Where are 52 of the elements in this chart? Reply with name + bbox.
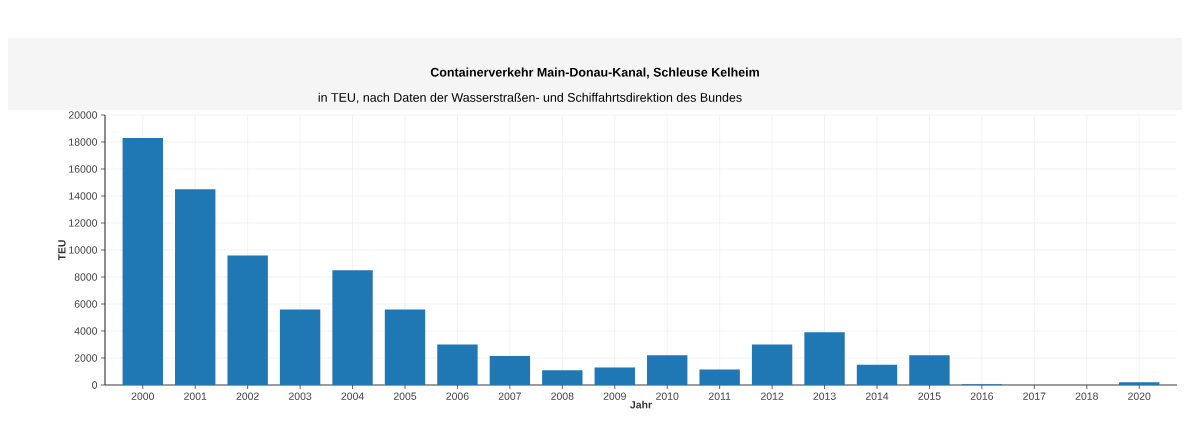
bar xyxy=(384,309,426,385)
y-tick-label: 16000 xyxy=(69,165,98,173)
y-tick-label: 14000 xyxy=(69,192,98,200)
y-tick-label: 10000 xyxy=(69,246,98,254)
bar xyxy=(227,255,268,385)
y-tick-label: 20000 xyxy=(68,111,98,119)
x-tick-label: 2008 xyxy=(551,392,574,400)
x-tick-label: 2004 xyxy=(341,392,364,400)
x-tick-label: 2005 xyxy=(393,392,417,400)
bar xyxy=(332,270,373,385)
x-tick-label: 2014 xyxy=(865,392,889,400)
bar xyxy=(594,367,635,385)
x-tick-label: 2012 xyxy=(761,392,784,400)
x-tick-label: 2009 xyxy=(603,392,626,400)
y-axis-title: TEU xyxy=(58,240,66,261)
bar xyxy=(175,189,216,385)
y-tick-label: 2000 xyxy=(74,354,98,362)
x-tick-label: 2017 xyxy=(1023,392,1046,400)
y-tick-label: 18000 xyxy=(69,138,98,146)
bar xyxy=(437,344,478,385)
x-tick-label: 2001 xyxy=(184,392,207,400)
y-tick-label: 4000 xyxy=(74,327,98,335)
x-tick-label: 2018 xyxy=(1075,392,1098,400)
x-tick-label: 2003 xyxy=(289,392,312,400)
x-tick-label: 2007 xyxy=(498,392,521,400)
bar xyxy=(647,355,688,385)
x-tick-label: 2002 xyxy=(236,392,259,400)
bar xyxy=(909,355,950,385)
y-tick-label: 8000 xyxy=(74,273,98,281)
bar xyxy=(856,364,898,385)
chart-title: Containerverkehr Main-Donau-Kanal, Schleuse Kelheim xyxy=(430,67,759,79)
chart-subtitle: in TEU, nach Daten der Wasserstraßen- und Schiffahrtsdirektion des Bundes xyxy=(318,92,742,104)
bar xyxy=(804,332,845,385)
x-tick-label: 2010 xyxy=(656,392,679,400)
bar xyxy=(1119,382,1160,385)
x-tick-label: 2000 xyxy=(131,392,154,400)
bar xyxy=(542,370,583,385)
x-tick-label: 2006 xyxy=(446,392,469,400)
x-tick-label: 2020 xyxy=(1128,392,1151,400)
x-tick-label: 2016 xyxy=(970,392,994,400)
bar xyxy=(122,137,163,385)
bar xyxy=(279,309,321,385)
x-axis-title: Jahr xyxy=(630,400,652,409)
x-tick-label: 2015 xyxy=(918,392,941,400)
bar xyxy=(489,355,531,385)
x-tick-label: 2013 xyxy=(813,392,836,400)
bar xyxy=(699,369,740,385)
x-tick-label: 2011 xyxy=(708,392,731,400)
y-tick-label: 0 xyxy=(92,381,98,389)
y-tick-label: 12000 xyxy=(69,219,98,227)
y-tick-label: 6000 xyxy=(74,300,98,308)
bar xyxy=(751,344,793,385)
